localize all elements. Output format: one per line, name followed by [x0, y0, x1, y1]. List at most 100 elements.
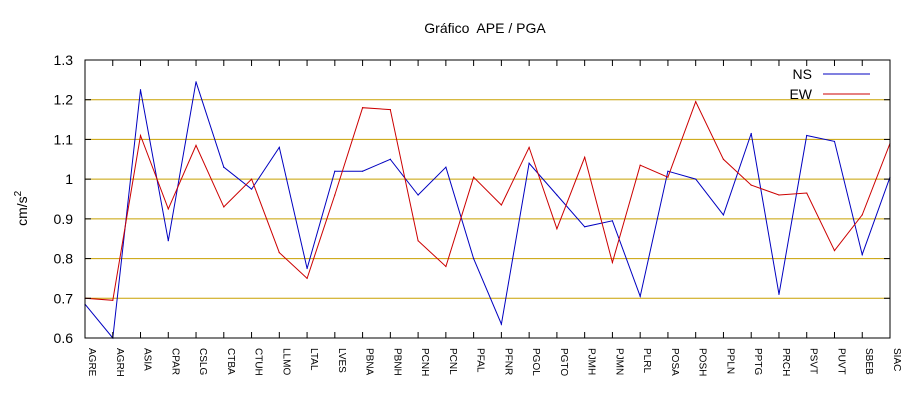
data-point-ew: [556, 228, 558, 230]
data-point-ns: [556, 194, 558, 196]
data-point-ew: [445, 265, 447, 268]
data-point-ew: [473, 176, 475, 178]
series-lines: [84, 81, 891, 340]
x-tick-label: PUVT: [835, 348, 846, 375]
data-point-ew: [278, 252, 280, 254]
y-tick-label: 1.3: [54, 52, 74, 68]
data-point-ew: [417, 240, 419, 242]
data-point-ns: [445, 166, 447, 168]
data-point-ew: [861, 214, 863, 216]
data-point-ns: [306, 267, 308, 270]
data-point-ns: [584, 226, 586, 228]
y-tick-label: 0.9: [54, 211, 74, 227]
data-point-ns: [167, 240, 169, 242]
data-point-ew: [139, 134, 142, 137]
x-tick-label: POSA: [669, 348, 680, 376]
data-point-ew: [667, 176, 669, 178]
data-point-ew: [584, 156, 586, 158]
data-point-ew: [223, 206, 225, 208]
x-tick-label: ASIA: [142, 348, 153, 371]
x-ticks: AGRE AGRH ASIA CPAR CSLG CTBA CTUH LLMO LTAL LVES…: [84, 60, 902, 377]
x-tick-label: LVES: [336, 348, 347, 373]
y-tick-label: 0.7: [54, 290, 74, 306]
x-tick-label: PJMH: [586, 348, 597, 375]
x-tick-label: PLRL: [641, 348, 652, 373]
data-point-ew: [611, 261, 614, 264]
plot-frame: [84, 59, 891, 339]
data-point-ns: [278, 146, 280, 148]
legend: NS EW: [789, 66, 870, 102]
x-tick-label: PRCH: [780, 348, 791, 376]
data-point-ew: [361, 107, 364, 109]
data-point-ns: [528, 162, 530, 164]
data-point-ns: [611, 220, 614, 222]
x-tick-label: PSVT: [808, 348, 819, 374]
series-line-ns: [84, 81, 891, 340]
legend-label: EW: [789, 86, 812, 102]
data-point-ew: [778, 194, 780, 196]
data-point-ew: [695, 101, 697, 103]
x-tick-label: CPAR: [169, 348, 180, 375]
x-tick-label: AGRE: [86, 348, 97, 377]
data-point-ns: [833, 140, 836, 143]
data-point-ns: [750, 132, 752, 135]
data-point-ns: [361, 170, 364, 172]
x-tick-label: PPTG: [752, 348, 763, 375]
data-point-ew: [250, 178, 253, 180]
data-point-ns: [195, 81, 197, 83]
x-tick-label: AGRH: [114, 348, 125, 377]
data-point-ns: [639, 295, 641, 297]
data-point-ns: [806, 134, 808, 137]
x-tick-label: PGOL: [530, 348, 541, 376]
x-tick-label: SIAC: [891, 348, 902, 371]
data-point-ns: [334, 170, 336, 172]
data-point-ew: [639, 164, 641, 166]
y-ticks: 0.6 0.7 0.8 0.9 1 1.1 1.2 1.3: [54, 52, 890, 346]
data-point-ew: [167, 208, 169, 210]
data-point-ew: [112, 299, 114, 301]
x-tick-label: PJMN: [613, 348, 624, 375]
data-point-ew: [195, 144, 197, 146]
data-point-ns: [695, 178, 697, 180]
data-point-ns: [389, 158, 391, 160]
series-line-ew: [84, 100, 891, 301]
x-tick-label: PCNL: [447, 348, 458, 375]
x-tick-label: PFNR: [502, 348, 513, 375]
legend-label: NS: [793, 66, 812, 82]
x-tick-label: POSH: [697, 348, 708, 376]
y-tick-label: 0.8: [54, 251, 74, 267]
data-point-ns: [722, 214, 725, 216]
data-point-ew: [750, 184, 752, 186]
y-tick-label: 1: [65, 171, 73, 187]
data-point-ew: [722, 158, 725, 160]
data-point-ns: [861, 254, 863, 256]
data-point-ew: [334, 194, 336, 196]
data-point-ns: [250, 188, 253, 190]
data-point-ns: [778, 293, 780, 295]
data-point-ns: [417, 194, 419, 196]
x-tick-label: PPLN: [724, 348, 735, 374]
x-tick-label: LLMO: [280, 348, 291, 375]
x-tick-label: PBNA: [364, 348, 375, 376]
data-point-ew: [806, 192, 808, 194]
data-point-ns: [223, 166, 225, 168]
data-point-ew: [528, 146, 530, 148]
y-tick-label: 1.1: [54, 131, 74, 147]
x-tick-label: PGTO: [558, 348, 569, 376]
x-tick-label: CTUH: [253, 348, 264, 376]
x-tick-label: SBEB: [863, 348, 874, 375]
data-point-ns: [500, 323, 502, 325]
data-point-ew: [389, 109, 391, 111]
x-tick-label: LTAL: [308, 348, 319, 371]
x-tick-label: PFAL: [475, 348, 486, 373]
x-tick-label: PBNH: [391, 348, 402, 376]
chart-title: Gráfico APE / PGA: [424, 20, 546, 36]
data-point-ns: [139, 89, 142, 91]
x-tick-label: CSLG: [197, 348, 208, 375]
y-tick-label: 1.2: [54, 92, 74, 108]
data-point-ns: [667, 170, 669, 172]
x-tick-label: PCNH: [419, 348, 430, 376]
data-point-ns: [473, 257, 475, 260]
x-tick-label: CTBA: [225, 348, 236, 375]
